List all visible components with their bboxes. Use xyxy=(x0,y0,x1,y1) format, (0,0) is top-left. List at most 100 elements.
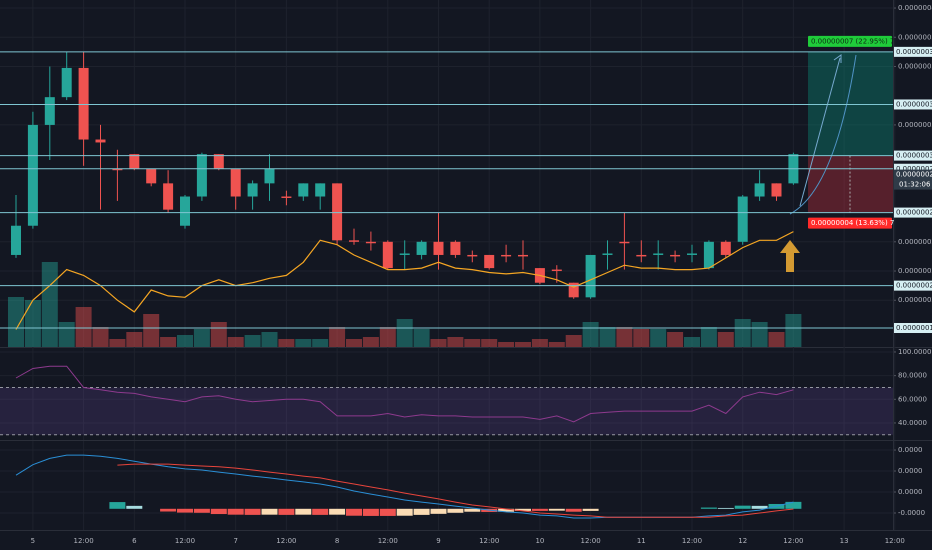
candle-body xyxy=(416,241,427,255)
current-price-label: 0.00000029 xyxy=(896,171,932,179)
volume-bar xyxy=(700,327,717,347)
candle-body xyxy=(602,253,613,255)
candle-body xyxy=(213,154,224,169)
volume-bar xyxy=(548,342,565,347)
rsi-band xyxy=(0,387,893,435)
volume-bar xyxy=(8,297,24,347)
x-tick-label: 12:00 xyxy=(276,537,296,545)
histogram-bar xyxy=(413,508,430,515)
candle-body xyxy=(568,282,579,298)
histogram-bar xyxy=(295,508,312,515)
candle-body xyxy=(11,225,21,255)
volume-bar xyxy=(346,339,362,347)
histogram-bar xyxy=(346,508,362,516)
candle-body xyxy=(771,183,782,197)
x-tick-label: 6 xyxy=(132,537,137,545)
volume-bar xyxy=(515,342,531,347)
y-tick-label: 0.00000032 xyxy=(898,121,932,129)
x-tick-label: 11 xyxy=(637,537,646,545)
level-label-box xyxy=(894,150,932,161)
candle-body xyxy=(619,241,630,244)
target-label-box xyxy=(808,35,892,47)
countdown: 01:32:06 xyxy=(899,181,931,189)
histogram-bar xyxy=(785,501,802,509)
histogram-bar xyxy=(160,508,177,512)
x-tick-label: 5 xyxy=(31,537,35,545)
x-tick-label: 12:00 xyxy=(479,537,499,545)
level-label: 0.00000021 xyxy=(896,282,932,290)
level-label: 0.00000033 xyxy=(896,100,932,108)
volume-bar xyxy=(430,339,447,347)
y-tick-label: 0.00000036 xyxy=(898,62,932,70)
volume-bar xyxy=(565,335,582,347)
candle-body xyxy=(670,254,681,257)
level-label-box xyxy=(894,280,932,291)
y-tick-label: 60.0000 xyxy=(898,395,927,403)
volume-bar xyxy=(312,339,329,347)
x-tick-label: 12:00 xyxy=(74,537,94,545)
histogram-bar xyxy=(396,508,413,516)
level-label-box xyxy=(894,163,932,174)
y-tick-label: 0.00000022 xyxy=(898,267,932,275)
candle-body xyxy=(332,183,343,241)
volume-bar xyxy=(126,332,143,347)
histogram-bar xyxy=(565,508,582,512)
volume-bar xyxy=(261,332,278,347)
volume-bar xyxy=(24,300,41,347)
volume-bar xyxy=(447,337,464,347)
volume-bar xyxy=(295,339,312,347)
x-tick-label: 12:00 xyxy=(885,537,905,545)
signal-line xyxy=(117,463,794,518)
rsi-line xyxy=(15,365,794,423)
candle-body xyxy=(112,168,123,171)
histogram-bar xyxy=(362,508,379,516)
level-label: 0.00000029 xyxy=(896,165,932,173)
histogram-bar xyxy=(329,508,346,515)
candle-body xyxy=(298,183,309,197)
projection-curve xyxy=(789,54,857,215)
x-tick-label: 12:00 xyxy=(175,537,195,545)
candle-body xyxy=(44,97,55,125)
y-tick-label: -0.0000 xyxy=(898,509,925,517)
volume-bar xyxy=(58,322,75,347)
volume-bar xyxy=(92,327,109,347)
volume-bar xyxy=(210,322,227,347)
x-tick-label: 12:00 xyxy=(581,537,601,545)
volume-bar xyxy=(177,335,193,347)
histogram-bar xyxy=(531,508,548,511)
volume-bar xyxy=(616,327,633,347)
histogram-bar xyxy=(464,508,481,512)
candle-body xyxy=(450,241,461,255)
histogram-bar xyxy=(734,505,751,509)
level-label-box xyxy=(894,99,932,110)
volume-bar xyxy=(734,319,751,347)
candle-body xyxy=(636,254,647,257)
candle-body xyxy=(315,183,326,197)
volume-bar xyxy=(193,329,210,347)
x-tick-label: 12 xyxy=(738,537,747,545)
volume-bar xyxy=(582,322,599,347)
y-tick-label: 40.0000 xyxy=(898,419,927,427)
projection-arrow xyxy=(799,57,841,207)
histogram-bar xyxy=(126,505,143,509)
volume-bar xyxy=(751,322,768,347)
x-tick-label: 9 xyxy=(436,537,440,545)
candle-body xyxy=(687,253,697,255)
y-tick-label: 80.0000 xyxy=(898,372,927,380)
current-price-box xyxy=(894,169,932,190)
histogram-bar xyxy=(227,508,244,515)
stop-label-box xyxy=(808,217,892,229)
histogram-bar xyxy=(717,507,734,509)
level-label: 0.00000037 xyxy=(896,48,932,56)
volume-bar xyxy=(481,339,498,347)
volume-bar xyxy=(329,327,346,347)
candle-body xyxy=(737,196,748,242)
candle-body xyxy=(230,168,241,197)
histogram-bar xyxy=(109,502,126,509)
histogram-bar xyxy=(700,507,717,509)
candle-body xyxy=(754,183,765,197)
candle-body xyxy=(95,139,106,143)
x-tick-label: 7 xyxy=(233,537,237,545)
